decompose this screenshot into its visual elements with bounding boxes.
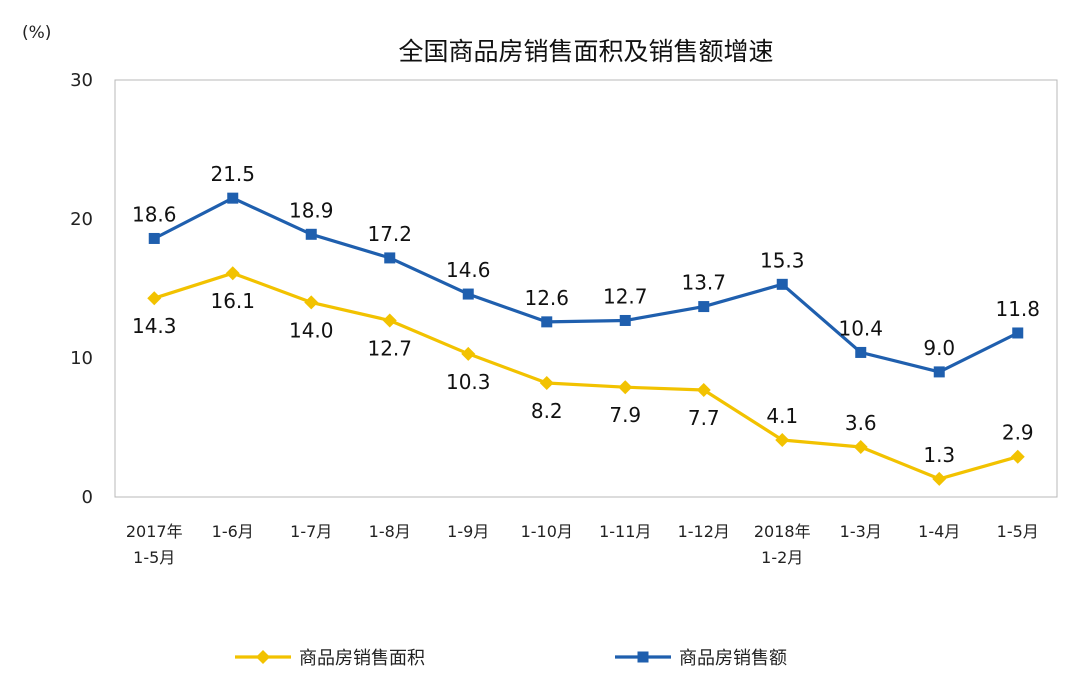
data-label: 10.4 <box>838 316 883 340</box>
series-group <box>147 192 1025 486</box>
data-label: 7.7 <box>688 406 720 430</box>
legend-label: 商品房销售面积 <box>299 648 425 669</box>
square-marker <box>541 316 553 328</box>
diamond-marker <box>696 382 711 397</box>
x-tick-line: 1-7月 <box>290 522 332 541</box>
data-label: 11.8 <box>995 297 1040 321</box>
x-tick-line: 1-3月 <box>840 522 882 541</box>
legend-label: 商品房销售额 <box>679 648 787 669</box>
data-label: 10.3 <box>446 370 491 394</box>
x-tick-label: 1-7月 <box>290 522 332 541</box>
data-label: 18.6 <box>132 202 177 226</box>
data-label: 15.3 <box>760 248 805 272</box>
x-tick-line: 1-10月 <box>521 522 573 541</box>
x-tick-line: 1-2月 <box>761 548 803 567</box>
x-tick-line: 1-9月 <box>447 522 489 541</box>
data-label: 8.2 <box>531 399 563 423</box>
data-label: 1.3 <box>923 443 955 467</box>
x-tick-line: 2017年 <box>126 522 183 541</box>
diamond-marker <box>1010 449 1025 464</box>
x-tick-line: 1-12月 <box>678 522 730 541</box>
x-tick-line: 1-4月 <box>918 522 960 541</box>
square-marker <box>776 278 788 290</box>
diamond-marker <box>225 266 240 281</box>
square-marker <box>305 228 317 240</box>
x-tick-label: 1-10月 <box>521 522 573 541</box>
diamond-marker <box>382 313 397 328</box>
data-label: 7.9 <box>609 403 641 427</box>
x-tick-label: 1-5月 <box>997 522 1039 541</box>
y-tick-label: 0 <box>82 487 93 508</box>
legend: 商品房销售面积 商品房销售额 <box>235 648 787 669</box>
chart-title: 全国商品房销售面积及销售额增速 <box>398 37 773 66</box>
x-tick-line: 1-5月 <box>133 548 175 567</box>
diamond-marker <box>304 295 319 310</box>
diamond-marker <box>853 439 868 454</box>
data-label: 14.0 <box>289 318 334 342</box>
series-line-2 <box>153 196 1019 374</box>
square-marker <box>462 288 474 300</box>
x-tick-line: 2018年 <box>754 522 811 541</box>
data-label: 17.2 <box>367 222 412 246</box>
data-label: 3.6 <box>845 411 877 435</box>
square-marker <box>384 252 396 264</box>
x-tick-label: 1-9月 <box>447 522 489 541</box>
data-label: 16.1 <box>210 289 255 313</box>
x-tick-label: 1-11月 <box>599 522 651 541</box>
x-tick-label: 1-8月 <box>369 522 411 541</box>
data-label: 14.6 <box>446 258 491 282</box>
x-tick-label: 1-12月 <box>678 522 730 541</box>
data-label: 14.3 <box>132 314 177 338</box>
y-tick-label: 10 <box>70 348 93 369</box>
legend-square-marker <box>637 651 649 663</box>
data-label: 21.5 <box>210 162 255 186</box>
data-labels: 14.3 16.1 14.0 12.7 10.3 8.2 7.9 7.7 4.1 3.6 1.3 2.… <box>132 162 1040 467</box>
x-tick-label: 1-3月 <box>840 522 882 541</box>
diamond-marker <box>618 380 633 395</box>
series-line-1 <box>153 271 1019 481</box>
data-label: 12.7 <box>367 336 412 360</box>
x-tick-label: 2018年 1-2月 <box>754 522 811 567</box>
square-marker <box>148 232 160 244</box>
x-tick-line: 1-5月 <box>997 522 1039 541</box>
data-label: 4.1 <box>766 404 798 428</box>
y-tick-label: 20 <box>70 209 93 230</box>
square-marker <box>933 366 945 378</box>
x-tick-line: 1-8月 <box>369 522 411 541</box>
square-marker <box>855 346 867 358</box>
diamond-marker <box>932 471 947 486</box>
y-unit-label: (%) <box>22 23 51 43</box>
x-tick-line: 1-11月 <box>599 522 651 541</box>
data-label: 2.9 <box>1002 421 1034 445</box>
square-marker <box>1012 327 1024 339</box>
x-tick-label: 1-4月 <box>918 522 960 541</box>
x-tick-label: 1-6月 <box>212 522 254 541</box>
diamond-marker <box>461 346 476 361</box>
diamond-marker <box>147 291 162 306</box>
data-label: 13.7 <box>681 271 726 295</box>
plot-frame <box>114 79 1058 498</box>
diamond-marker <box>539 376 554 391</box>
data-label: 18.9 <box>289 198 334 222</box>
x-axis: 2017年 1-5月 1-6月 1-7月 1-8月 1-9月 1-10月 1-11月 1-12月… <box>126 522 1039 567</box>
square-marker <box>619 314 631 326</box>
data-label: 12.7 <box>603 284 648 308</box>
y-tick-label: 30 <box>70 70 93 91</box>
square-marker <box>227 192 239 204</box>
x-tick-line: 1-6月 <box>212 522 254 541</box>
square-marker <box>698 301 710 313</box>
legend-diamond-marker <box>256 650 270 664</box>
data-label: 9.0 <box>923 336 955 360</box>
y-axis: 0 10 20 30 <box>70 70 93 508</box>
x-tick-label: 2017年 1-5月 <box>126 522 183 567</box>
data-label: 12.6 <box>524 286 569 310</box>
diamond-marker <box>775 433 790 448</box>
